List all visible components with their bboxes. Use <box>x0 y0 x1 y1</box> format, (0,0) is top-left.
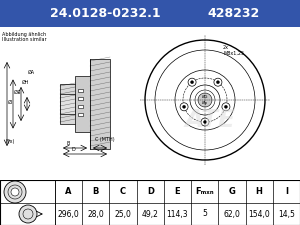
Text: ØI: ØI <box>8 99 13 104</box>
Circle shape <box>11 188 19 196</box>
Text: ATE: ATE <box>184 108 236 132</box>
Text: E: E <box>175 187 180 196</box>
Circle shape <box>214 78 222 86</box>
Circle shape <box>19 205 37 223</box>
Text: H: H <box>256 187 262 196</box>
Circle shape <box>180 103 188 111</box>
Circle shape <box>203 121 206 124</box>
Polygon shape <box>60 94 75 114</box>
Text: C (MTH): C (MTH) <box>95 137 115 142</box>
Text: ØG: ØG <box>14 90 22 94</box>
Text: Illustration similar: Illustration similar <box>2 37 46 42</box>
Text: Fₘₓₙ: Fₘₓₙ <box>195 187 214 196</box>
FancyBboxPatch shape <box>0 180 300 225</box>
Text: 25,0: 25,0 <box>115 209 131 218</box>
Text: 154,0: 154,0 <box>248 209 270 218</box>
Polygon shape <box>90 59 110 149</box>
Text: M8x1,25: M8x1,25 <box>223 50 244 56</box>
Text: 14,5: 14,5 <box>278 209 295 218</box>
Text: Abbildung ähnlich: Abbildung ähnlich <box>2 32 46 37</box>
Circle shape <box>183 105 186 108</box>
Text: ØA: ØA <box>28 70 35 74</box>
Text: 24.0128-0232.1: 24.0128-0232.1 <box>50 7 160 20</box>
Text: 428232: 428232 <box>208 7 260 20</box>
Text: 2x: 2x <box>223 45 229 50</box>
Text: B: B <box>66 141 70 146</box>
FancyBboxPatch shape <box>0 0 300 27</box>
Circle shape <box>190 81 194 84</box>
Bar <box>78 89 83 92</box>
Circle shape <box>198 93 212 107</box>
Text: A: A <box>65 187 72 196</box>
Text: ØG: ØG <box>202 95 208 99</box>
Bar <box>78 97 83 100</box>
Bar <box>78 105 83 108</box>
Text: 5: 5 <box>202 209 207 218</box>
Circle shape <box>188 78 196 86</box>
Text: C: C <box>120 187 126 196</box>
Polygon shape <box>60 84 90 124</box>
Circle shape <box>222 103 230 111</box>
Text: 28,0: 28,0 <box>88 209 104 218</box>
Text: ØH: ØH <box>22 79 29 85</box>
Text: D: D <box>147 187 154 196</box>
Circle shape <box>4 181 26 203</box>
Text: Øφ: Øφ <box>202 101 208 105</box>
Text: 114,3: 114,3 <box>167 209 188 218</box>
Bar <box>78 113 83 116</box>
Text: I: I <box>285 187 288 196</box>
Text: D: D <box>71 147 75 152</box>
Circle shape <box>216 81 219 84</box>
Text: G: G <box>229 187 236 196</box>
Circle shape <box>201 118 209 126</box>
Polygon shape <box>75 76 90 131</box>
Text: 62,0: 62,0 <box>224 209 240 218</box>
Text: B: B <box>93 187 99 196</box>
Text: 49,2: 49,2 <box>142 209 159 218</box>
Text: F(x): F(x) <box>5 140 14 144</box>
Text: 296,0: 296,0 <box>58 209 80 218</box>
Circle shape <box>224 105 227 108</box>
